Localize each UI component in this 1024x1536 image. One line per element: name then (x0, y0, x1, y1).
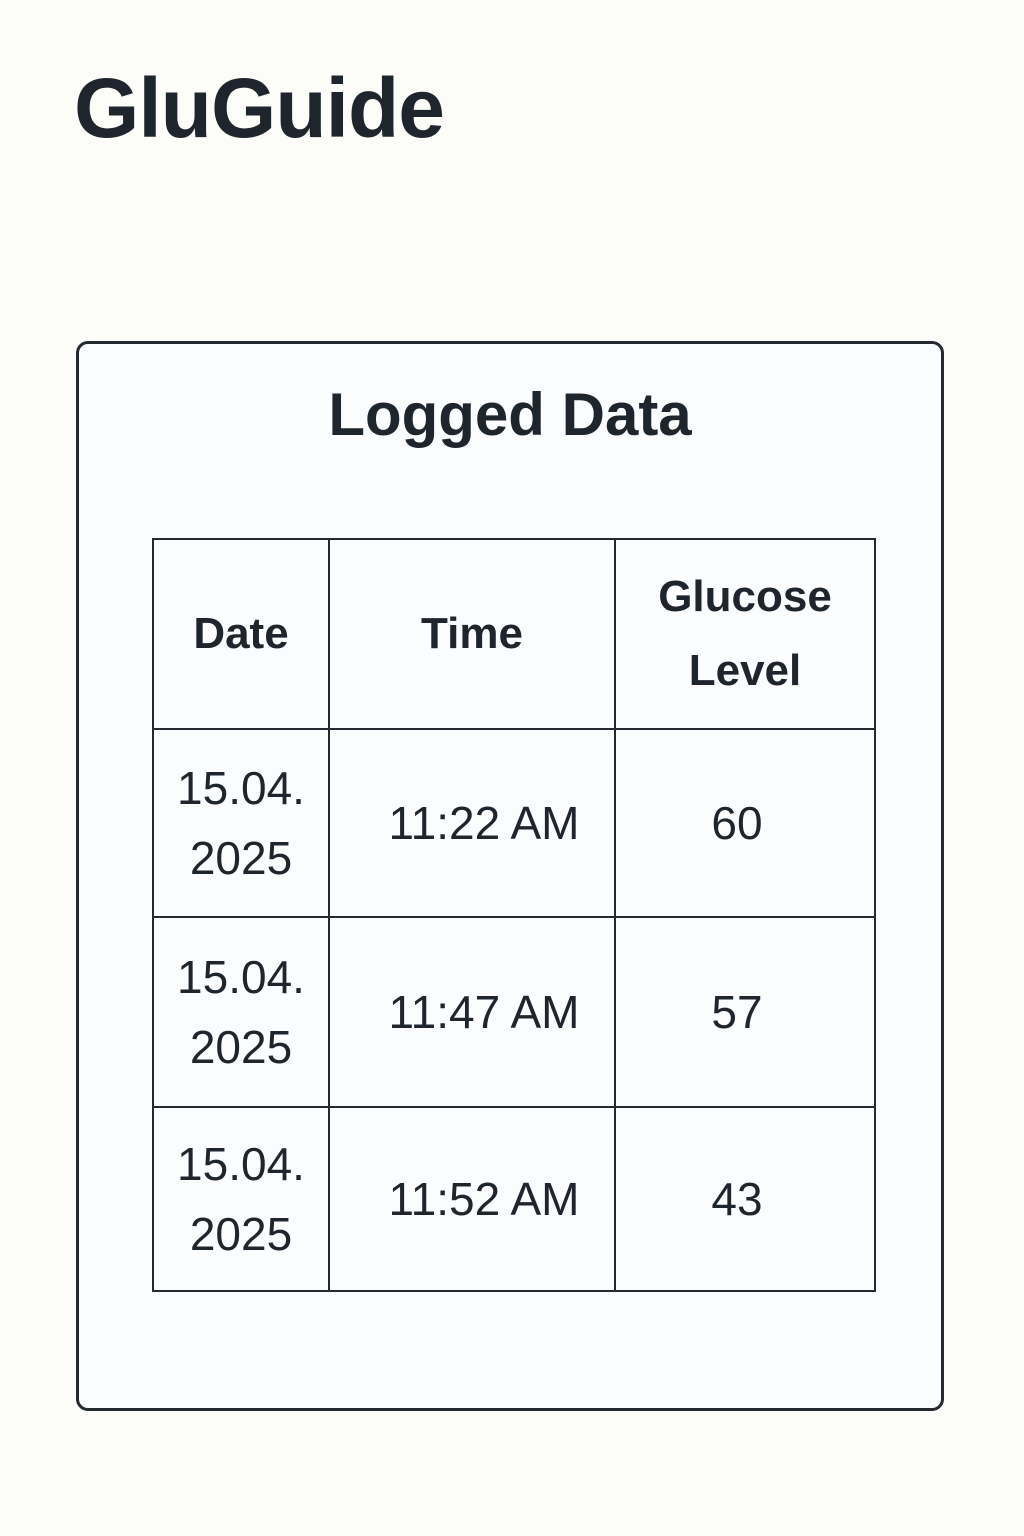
card-title: Logged Data (328, 381, 692, 448)
date-cell: 15.04. 2025 (152, 1106, 330, 1292)
table-row: 15.04. 2025 11:47 AM 57 (152, 916, 876, 1108)
glucose-value: 60 (711, 797, 763, 849)
glucose-value: 43 (711, 1173, 763, 1225)
time-value: 11:52 AM (388, 1173, 580, 1225)
date-cell: 15.04. 2025 (152, 916, 330, 1108)
glucose-level-column-header: Glucose Level (614, 538, 876, 730)
table-row: 15.04. 2025 11:22 AM 60 (152, 728, 876, 918)
time-value: 11:22 AM (388, 797, 580, 849)
glucose-value: 57 (711, 986, 763, 1038)
time-value: 11:47 AM (388, 986, 580, 1038)
glucose-cell: 57 (614, 916, 876, 1108)
glucose-cell: 60 (614, 728, 876, 918)
date-day-month: 15.04. (177, 1138, 305, 1190)
glucose-log-table: Date Time Glucose Level 15.04. 2025 11:2… (152, 538, 876, 1292)
app-title: GluGuide (74, 61, 445, 155)
glucose-cell: 43 (614, 1106, 876, 1292)
date-year: 2025 (189, 1208, 293, 1260)
time-cell: 11:52 AM (328, 1106, 616, 1292)
time-cell: 11:22 AM (328, 728, 616, 918)
date-day-month: 15.04. (177, 762, 305, 814)
time-cell: 11:47 AM (328, 916, 616, 1108)
table-header-row: Date Time Glucose Level (152, 538, 876, 730)
logged-data-card: Logged Data Date Time Glucose Level 15.0… (76, 341, 944, 1411)
time-column-header: Time (328, 538, 616, 730)
date-year: 2025 (189, 832, 293, 884)
date-day-month: 15.04. (177, 951, 305, 1003)
table-row: 15.04. 2025 11:52 AM 43 (152, 1106, 876, 1292)
glucose-header-line-1: Glucose (658, 572, 832, 621)
date-year: 2025 (189, 1021, 293, 1073)
date-column-header: Date (152, 538, 330, 730)
date-cell: 15.04. 2025 (152, 728, 330, 918)
glucose-header-line-2: Level (688, 646, 802, 695)
